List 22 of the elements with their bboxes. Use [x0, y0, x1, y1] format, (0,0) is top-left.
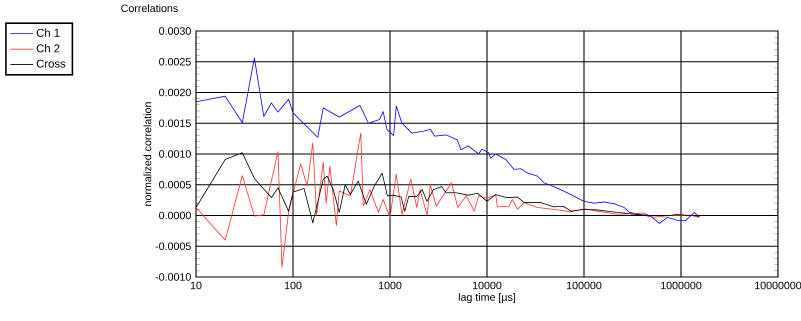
x-tick-label: 10000000	[755, 282, 801, 290]
legend-label: Ch 1	[36, 28, 60, 37]
x-tick-label: 1000	[378, 282, 402, 290]
x-tick-label: 10	[190, 282, 202, 290]
y-tick-label: 0.0015	[159, 119, 191, 128]
y-tick-label: -0.0005	[156, 242, 191, 250]
legend-label: Ch 2	[36, 44, 60, 52]
y-tick-label: -0.0010	[156, 273, 191, 281]
y-tick-label: 0.0020	[159, 88, 191, 96]
y-tick-label: 0.0000	[159, 212, 191, 220]
x-tick-label: 100	[284, 282, 302, 290]
y-tick-label: 0.0010	[159, 150, 191, 158]
x-tick-label: 100000	[567, 282, 602, 290]
y-tick-label: 0.0030	[159, 27, 191, 35]
legend-label: Cross	[36, 60, 66, 68]
x-tick-label: 1000000	[661, 282, 702, 290]
y-tick-label: 0.0025	[159, 58, 191, 66]
y-axis-title: normalized correlation	[143, 102, 152, 206]
chart-title: Correlations	[121, 4, 178, 12]
y-tick-label: 0.0005	[159, 180, 191, 189]
x-axis-title: lag time [µs]	[458, 293, 516, 304]
x-tick-label: 10000	[472, 282, 502, 290]
